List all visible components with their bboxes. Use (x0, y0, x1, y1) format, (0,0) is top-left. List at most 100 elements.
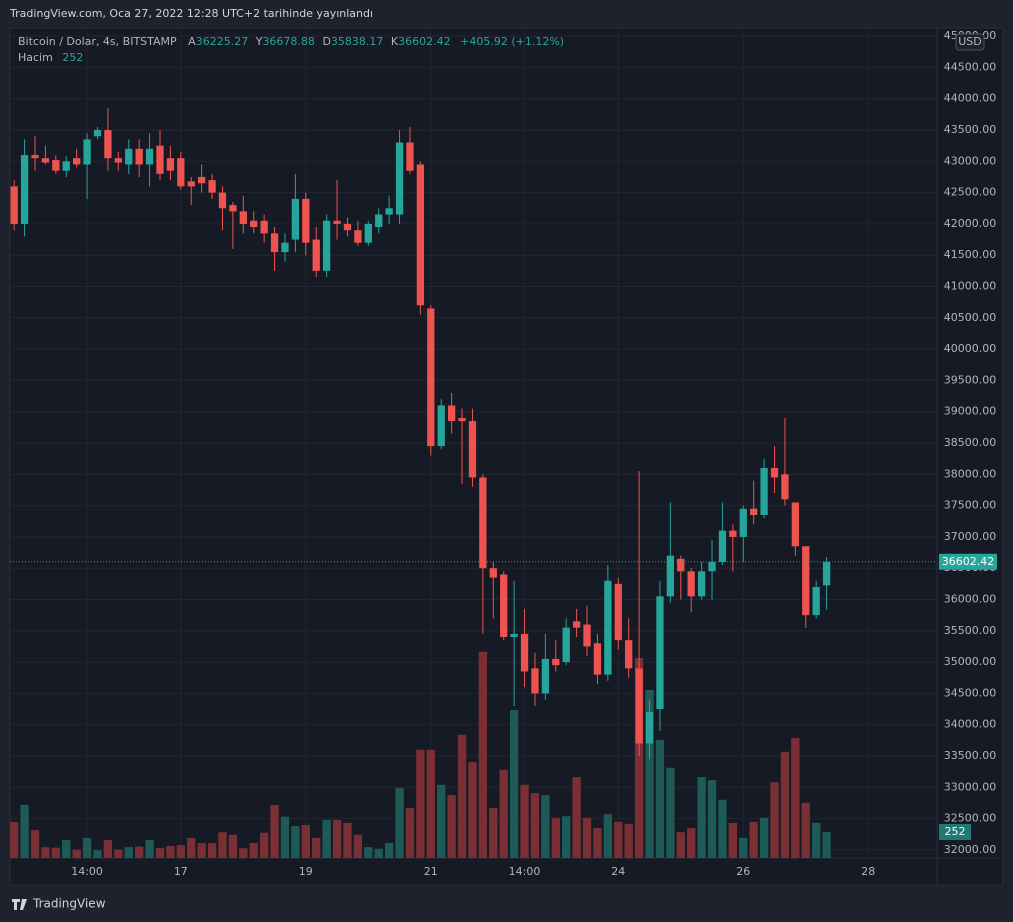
candle-body (145, 148, 154, 165)
candle-body (718, 530, 727, 562)
candle-body (760, 468, 768, 515)
candle-body (250, 220, 258, 228)
candle-body (812, 586, 820, 616)
candle-body (333, 220, 341, 224)
volume-value: 252 (62, 51, 83, 64)
y-tick-label: 38500.00 (944, 436, 997, 449)
volume-bar (187, 837, 196, 858)
volume-bar (739, 837, 748, 858)
candle-body (156, 145, 164, 174)
volume-bar (280, 816, 290, 858)
volume-bar (82, 837, 92, 858)
candle-body (73, 158, 81, 165)
brand: TradingView (32, 897, 106, 911)
volume-bar (134, 846, 144, 858)
candle-body (593, 643, 602, 675)
candle-body (666, 555, 675, 597)
candle-body (708, 561, 716, 572)
volume-bar (72, 849, 81, 858)
close-value: 36602.42 (398, 35, 451, 48)
volume-bar (551, 817, 560, 858)
volume-bar (645, 689, 654, 858)
candle-body (291, 198, 300, 240)
candle-body (41, 158, 50, 163)
candle-body (531, 668, 539, 694)
y-tick-label: 39000.00 (944, 405, 997, 418)
volume-bar (239, 848, 248, 858)
x-tick-label: 14:00 (71, 865, 103, 878)
volume-bar (426, 749, 435, 858)
volume-bar (718, 799, 727, 858)
volume-bar (520, 784, 529, 858)
candle-body (52, 160, 60, 171)
symbol: Bitcoin / Dolar, 4s, BITSTAMP (18, 35, 177, 48)
candle-body (20, 155, 29, 224)
volume-bar (218, 832, 227, 858)
volume-bar (707, 780, 717, 858)
candle-body (572, 621, 581, 628)
candle-body (375, 214, 383, 228)
candle-body (791, 502, 799, 547)
volume-bar (343, 822, 352, 858)
y-tick-label: 40000.00 (944, 342, 997, 355)
volume-bar (812, 822, 821, 858)
volume-bar (759, 817, 769, 858)
volume-bar (572, 777, 581, 858)
y-tick-label: 42000.00 (944, 217, 997, 230)
chart-title: TradingView.com, Oca 27, 2022 12:28 UTC+… (9, 7, 373, 20)
candle-body (427, 308, 435, 447)
candle-body (166, 158, 175, 171)
currency[interactable]: USD (958, 35, 982, 48)
volume-bar (166, 846, 175, 858)
y-tick-label: 33000.00 (944, 780, 997, 793)
volume-bar (322, 819, 331, 858)
volume-bar (655, 739, 665, 858)
legend-line: Bitcoin / Dolar, 4s, BITSTAMP A36225.27 … (18, 35, 564, 48)
volume-bar (801, 802, 810, 858)
volume-bar (301, 825, 310, 858)
candle-body (729, 530, 737, 537)
volume-bar (749, 821, 758, 858)
candle-body (198, 176, 206, 184)
y-tick-label: 37000.00 (944, 530, 997, 543)
candle-body (31, 155, 39, 159)
candle-body (416, 164, 425, 306)
y-tick-label: 43000.00 (944, 154, 997, 167)
candle-body (10, 186, 18, 224)
candle-body (218, 192, 227, 209)
high-value: 36678.88 (262, 35, 315, 48)
volume-bar (603, 814, 613, 858)
candle-body (614, 583, 622, 641)
candle-body (114, 158, 122, 163)
chart-pane (9, 27, 1004, 886)
candle-body (458, 417, 466, 422)
candle-body (541, 658, 550, 694)
y-tick-label: 44000.00 (944, 92, 997, 105)
volume-bar (676, 832, 685, 858)
candle-body (447, 405, 456, 422)
volume-bar (770, 782, 779, 858)
candle-body (739, 508, 747, 537)
volume-bar (155, 848, 165, 858)
candle-body (802, 546, 810, 616)
candle-body (687, 571, 695, 597)
candle-body (645, 712, 654, 744)
y-tick-label: 32500.00 (944, 812, 997, 825)
candle-body (781, 474, 789, 500)
candle-body (83, 139, 91, 165)
candle-body (322, 220, 331, 271)
volume-bar (697, 777, 706, 858)
currency-badge[interactable] (955, 33, 985, 51)
candle-body (677, 558, 685, 572)
candle-body (437, 405, 445, 447)
volume-bar (103, 839, 113, 858)
candle-body (135, 148, 143, 165)
volume-bar (666, 767, 675, 858)
y-tick-label: 35500.00 (944, 624, 997, 637)
candle-body (583, 624, 591, 647)
volume-bar (176, 845, 185, 858)
candle-body (125, 148, 133, 165)
candle-body (239, 211, 247, 224)
volume-bar (353, 834, 363, 858)
candle-body (635, 668, 643, 744)
